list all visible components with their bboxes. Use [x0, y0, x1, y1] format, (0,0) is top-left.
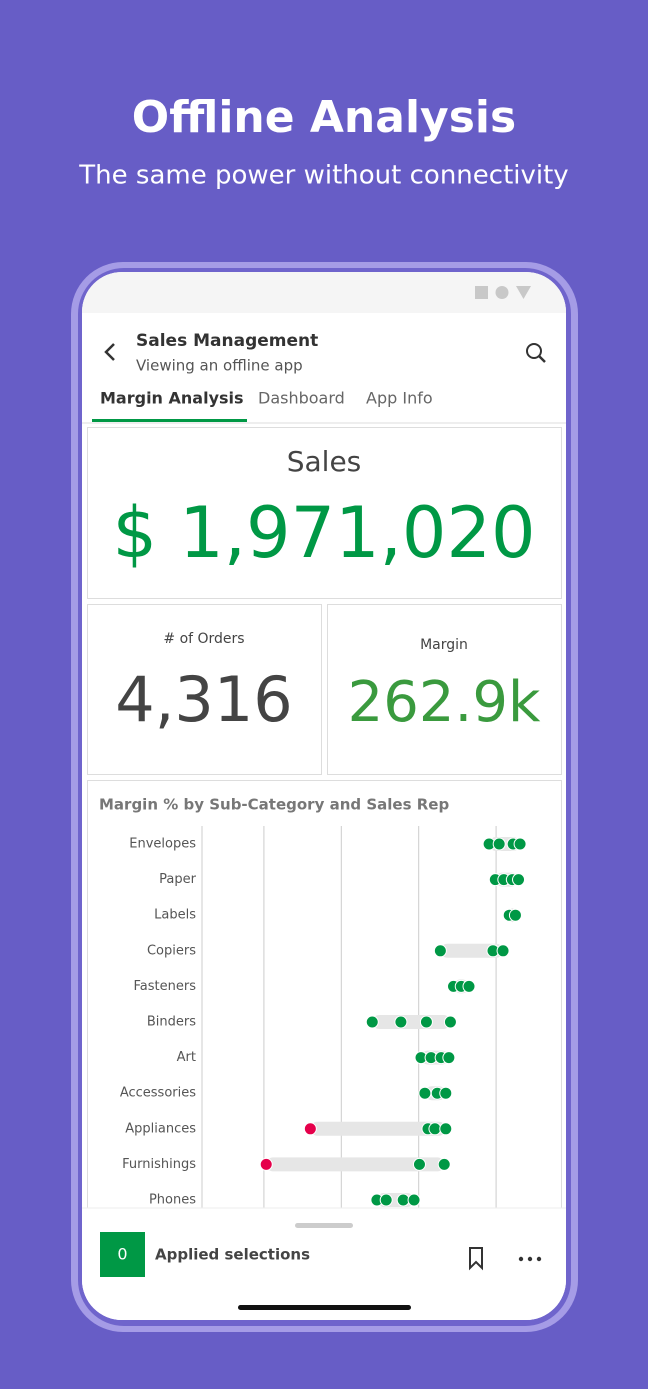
dot: [365, 1015, 379, 1029]
range-bar: [310, 1121, 446, 1136]
back-button[interactable]: [104, 343, 115, 361]
status-icon: [516, 286, 531, 299]
status-icon: [475, 286, 488, 299]
category-label: Labels: [154, 908, 196, 923]
home-indicator: [238, 1305, 411, 1310]
headline: Offline Analysis: [132, 92, 516, 143]
dot: [443, 1015, 457, 1029]
category-label: Furnishings: [122, 1157, 196, 1172]
kpi-card[interactable]: [87, 427, 562, 599]
drag-handle[interactable]: [295, 1223, 353, 1228]
kpi-value: 4,316: [115, 663, 293, 736]
app-title: Sales Management: [136, 331, 318, 351]
dot: [259, 1157, 273, 1171]
dot: [394, 1015, 408, 1029]
status-bar: [82, 272, 566, 313]
category-label: Accessories: [120, 1086, 196, 1101]
tab[interactable]: Dashboard: [258, 389, 345, 408]
selection-label: Applied selections: [155, 1246, 310, 1264]
category-label: Phones: [149, 1193, 196, 1208]
dot: [396, 1193, 410, 1207]
kpi-value: $ 1,971,020: [112, 492, 535, 574]
subheadline: The same power without connectivity: [78, 161, 568, 191]
more-button[interactable]: [518, 1256, 542, 1262]
kpi-label: # of Orders: [163, 631, 244, 647]
category-label: Binders: [147, 1015, 196, 1030]
bookmark-button[interactable]: [469, 1247, 483, 1271]
category-label: Art: [177, 1050, 196, 1065]
dot: [412, 1157, 426, 1171]
dot: [428, 1122, 442, 1136]
tab[interactable]: Margin Analysis: [100, 389, 244, 408]
tab-indicator: [92, 419, 247, 422]
dot: [379, 1193, 393, 1207]
category-label: Fasteners: [134, 979, 197, 994]
dot: [508, 908, 522, 922]
selection-count: 0: [117, 1245, 127, 1264]
dot: [492, 837, 506, 851]
category-label: Copiers: [147, 943, 196, 958]
kpi-label: Sales: [287, 445, 362, 478]
category-label: Envelopes: [129, 837, 196, 852]
kpi-value: 262.9k: [348, 670, 541, 735]
phone-screen: Sales Management Viewing an offline app …: [82, 272, 566, 1320]
selection-count-box[interactable]: [100, 1232, 145, 1277]
dot: [439, 1122, 453, 1136]
range-bar: [372, 1015, 451, 1029]
search-handle: [538, 355, 546, 363]
plot: Envelopes Paper Labels Copiers Fasteners Bind…: [120, 826, 527, 1240]
app-subtitle: Viewing an offline app: [136, 357, 303, 375]
tab[interactable]: App Info: [366, 389, 433, 408]
dot: [512, 873, 526, 887]
range-bar: [266, 1157, 445, 1172]
kpi-card[interactable]: [87, 604, 322, 775]
category-label: Appliances: [125, 1121, 196, 1136]
dot: [437, 1157, 451, 1171]
range-bar: [440, 943, 504, 958]
dot: [433, 944, 447, 958]
dot: [407, 1193, 421, 1207]
dot: [462, 979, 476, 993]
status-icon: [495, 286, 509, 299]
dot: [419, 1015, 433, 1029]
search-button[interactable]: [526, 343, 542, 359]
dot: [513, 837, 527, 851]
dot: [439, 1086, 453, 1100]
category-label: Paper: [159, 872, 196, 887]
dot: [496, 944, 510, 958]
kpi-card[interactable]: [327, 604, 562, 775]
dot: [418, 1086, 432, 1100]
dot: [442, 1051, 456, 1065]
kpi-label: Margin: [420, 637, 468, 653]
chart-title: Margin % by Sub-Category and Sales Rep: [99, 796, 449, 814]
dot: [303, 1122, 317, 1136]
